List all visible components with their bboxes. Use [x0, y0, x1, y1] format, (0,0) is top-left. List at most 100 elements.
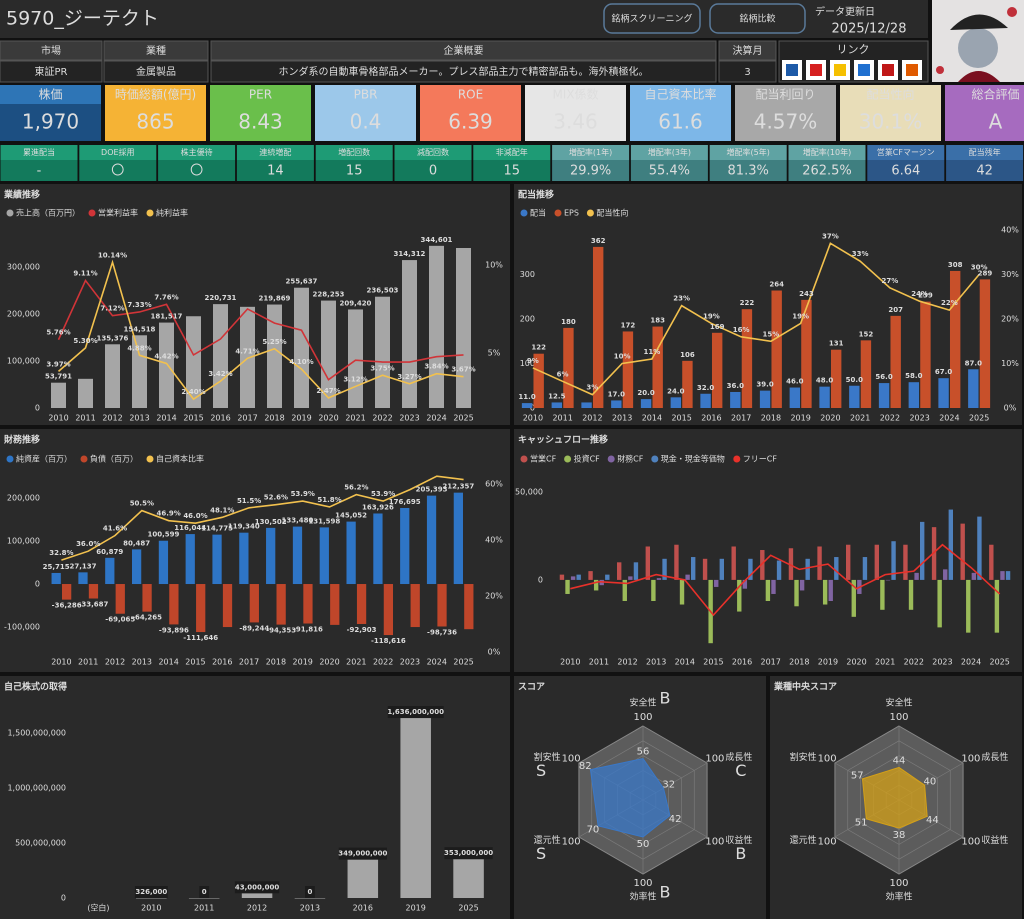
- info-label-cell: [718, 40, 777, 61]
- metric-value: 3.46: [553, 110, 598, 134]
- x-tick-label: 2019: [291, 414, 311, 423]
- bar: [937, 579, 942, 628]
- link-icon-mark: [858, 64, 870, 76]
- bar: [347, 859, 379, 898]
- bar: [400, 507, 410, 585]
- bar: [788, 548, 794, 580]
- bar: [375, 296, 390, 408]
- x-tick-label: 2013: [300, 904, 320, 913]
- sub-metric-header: [630, 145, 708, 160]
- data-label: 131: [829, 340, 844, 348]
- legend-marker: [146, 209, 154, 217]
- data-label: 353,000,000: [444, 849, 493, 857]
- nav-button[interactable]: [709, 3, 806, 34]
- data-label: 2.40%: [181, 388, 205, 396]
- sub-metric-value: 42: [976, 164, 993, 179]
- data-label: 308: [948, 261, 963, 269]
- bar: [78, 378, 93, 408]
- bar: [88, 584, 99, 599]
- sub-metric-value: 81.3%: [728, 164, 769, 179]
- data-label: 43,000,000: [235, 883, 279, 891]
- y-tick-label: 300,000: [7, 262, 40, 271]
- bar: [819, 386, 830, 408]
- data-label: 9.11%: [73, 269, 97, 277]
- info-value: 3: [744, 67, 750, 78]
- y-tick-label: 5%: [488, 349, 501, 358]
- y-tick-label: 100,000: [7, 356, 40, 365]
- radar-axis-label: 効率性: [629, 891, 656, 903]
- x-tick-label: 2017: [731, 414, 751, 423]
- sub-metric-value: 262.5%: [802, 164, 852, 179]
- y-tick-label: 200,000: [7, 493, 40, 502]
- radar-max-label: 100: [889, 712, 908, 723]
- y-tick-label: 10%: [485, 260, 503, 269]
- info-label-cell: [210, 40, 717, 61]
- sub-metric-value: -: [37, 164, 42, 179]
- data-label: 22%: [941, 299, 958, 307]
- x-tick-label: 2014: [675, 658, 695, 667]
- bar: [960, 523, 965, 580]
- data-label: 7.33%: [127, 301, 151, 309]
- data-label: 2.47%: [316, 387, 340, 395]
- data-label: 41.6%: [103, 525, 127, 533]
- radar-axis-label: 還元性: [534, 834, 561, 846]
- sub-metric-header: [867, 145, 945, 160]
- bar: [437, 584, 447, 627]
- y-tick-label: -100,000: [4, 623, 40, 632]
- bar: [1005, 571, 1011, 580]
- legend-label: 売上高（百万円）: [16, 208, 80, 218]
- x-tick-label: 2010: [51, 658, 71, 667]
- radar-grade: S: [536, 844, 546, 863]
- bar: [919, 521, 925, 580]
- nav-button-label: 銘柄比較: [739, 13, 775, 25]
- data-label: 4.42%: [154, 352, 178, 360]
- bar: [294, 287, 309, 408]
- sub-metric-label: 株主優待: [181, 147, 213, 157]
- info-label: 市場: [41, 44, 61, 57]
- bar: [78, 572, 88, 585]
- bar: [105, 557, 115, 585]
- bar: [456, 248, 471, 408]
- legend-label: 純資産（百万）: [16, 454, 72, 464]
- bar: [292, 526, 303, 585]
- x-tick-label: 2018: [264, 414, 284, 423]
- info-value-cell: [103, 60, 209, 83]
- bar: [794, 579, 799, 607]
- nav-button[interactable]: [603, 3, 701, 34]
- bar: [714, 579, 719, 587]
- bar: [719, 558, 725, 580]
- page-title: 5970_ジーテクト: [6, 8, 159, 30]
- bar: [741, 309, 753, 408]
- bar: [656, 578, 662, 580]
- bar: [633, 562, 639, 580]
- radar-axis-label: 割安性: [790, 751, 817, 763]
- x-tick-label: 2012: [617, 658, 637, 667]
- x-tick-label: 2021: [346, 658, 366, 667]
- bar: [186, 316, 201, 408]
- radar-grade: C: [735, 761, 746, 780]
- x-tick-label: 2011: [75, 414, 95, 423]
- data-label: -118,616: [371, 637, 406, 645]
- radar-axis-label: 成長性: [725, 751, 752, 763]
- bar: [239, 532, 249, 585]
- radar-value: 57: [851, 770, 864, 781]
- sub-metric-label: 減配回数: [417, 147, 449, 157]
- data-label: 19%: [703, 312, 720, 320]
- data-label: 7.12%: [100, 305, 124, 313]
- data-label: 16%: [733, 326, 750, 334]
- bar: [851, 579, 856, 617]
- metric-box: [210, 85, 311, 141]
- sub-metric-header: [788, 145, 866, 160]
- bar: [742, 579, 748, 589]
- chart-title: 自己株式の取得: [4, 681, 67, 693]
- data-label: 209,420: [340, 299, 372, 307]
- x-tick-label: 2019: [293, 658, 313, 667]
- metric-label: 自己資本比率: [644, 87, 716, 102]
- bar: [645, 546, 651, 580]
- data-label: 37%: [822, 232, 839, 240]
- data-label: 46.9%: [157, 510, 181, 518]
- data-label: 10.14%: [98, 251, 127, 259]
- radar-value: 42: [669, 814, 682, 825]
- x-tick-label: 2022: [372, 414, 392, 423]
